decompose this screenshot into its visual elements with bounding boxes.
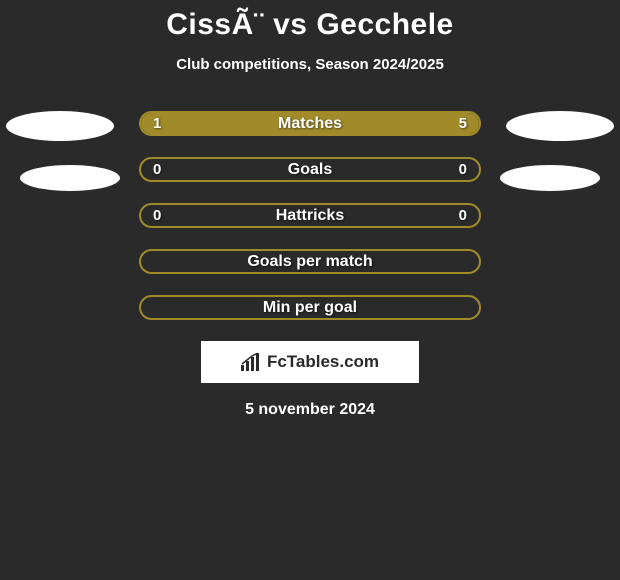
stat-val-right: 5 [459,115,467,132]
chart-icon [241,353,261,371]
page-title: CissÃ¨ vs Gecchele [0,8,620,42]
player-left-avatar [6,111,114,141]
stat-row-matches: 1 Matches 5 [139,111,481,136]
stat-label: Goals per match [141,253,479,271]
fctables-logo[interactable]: FcTables.com [201,341,419,383]
stat-val-right: 0 [459,207,467,224]
date-label: 5 november 2024 [0,401,620,419]
stat-label: Min per goal [141,299,479,317]
stat-row-goals: 0 Goals 0 [139,157,481,182]
logo-text: FcTables.com [267,352,379,372]
stat-label: Hattricks [141,207,479,225]
team-right-avatar [500,165,600,191]
stat-label: Goals [141,161,479,179]
team-left-avatar [20,165,120,191]
stat-row-min-per-goal: Min per goal [139,295,481,320]
stats-area: 1 Matches 5 0 Goals 0 0 Hattricks 0 Goal… [0,111,620,419]
player-right-avatar [506,111,614,141]
stat-row-goals-per-match: Goals per match [139,249,481,274]
stat-row-hattricks: 0 Hattricks 0 [139,203,481,228]
subtitle: Club competitions, Season 2024/2025 [0,56,620,73]
comparison-widget: CissÃ¨ vs Gecchele Club competitions, Se… [0,0,620,419]
stat-val-right: 0 [459,161,467,178]
stat-label: Matches [141,115,479,133]
